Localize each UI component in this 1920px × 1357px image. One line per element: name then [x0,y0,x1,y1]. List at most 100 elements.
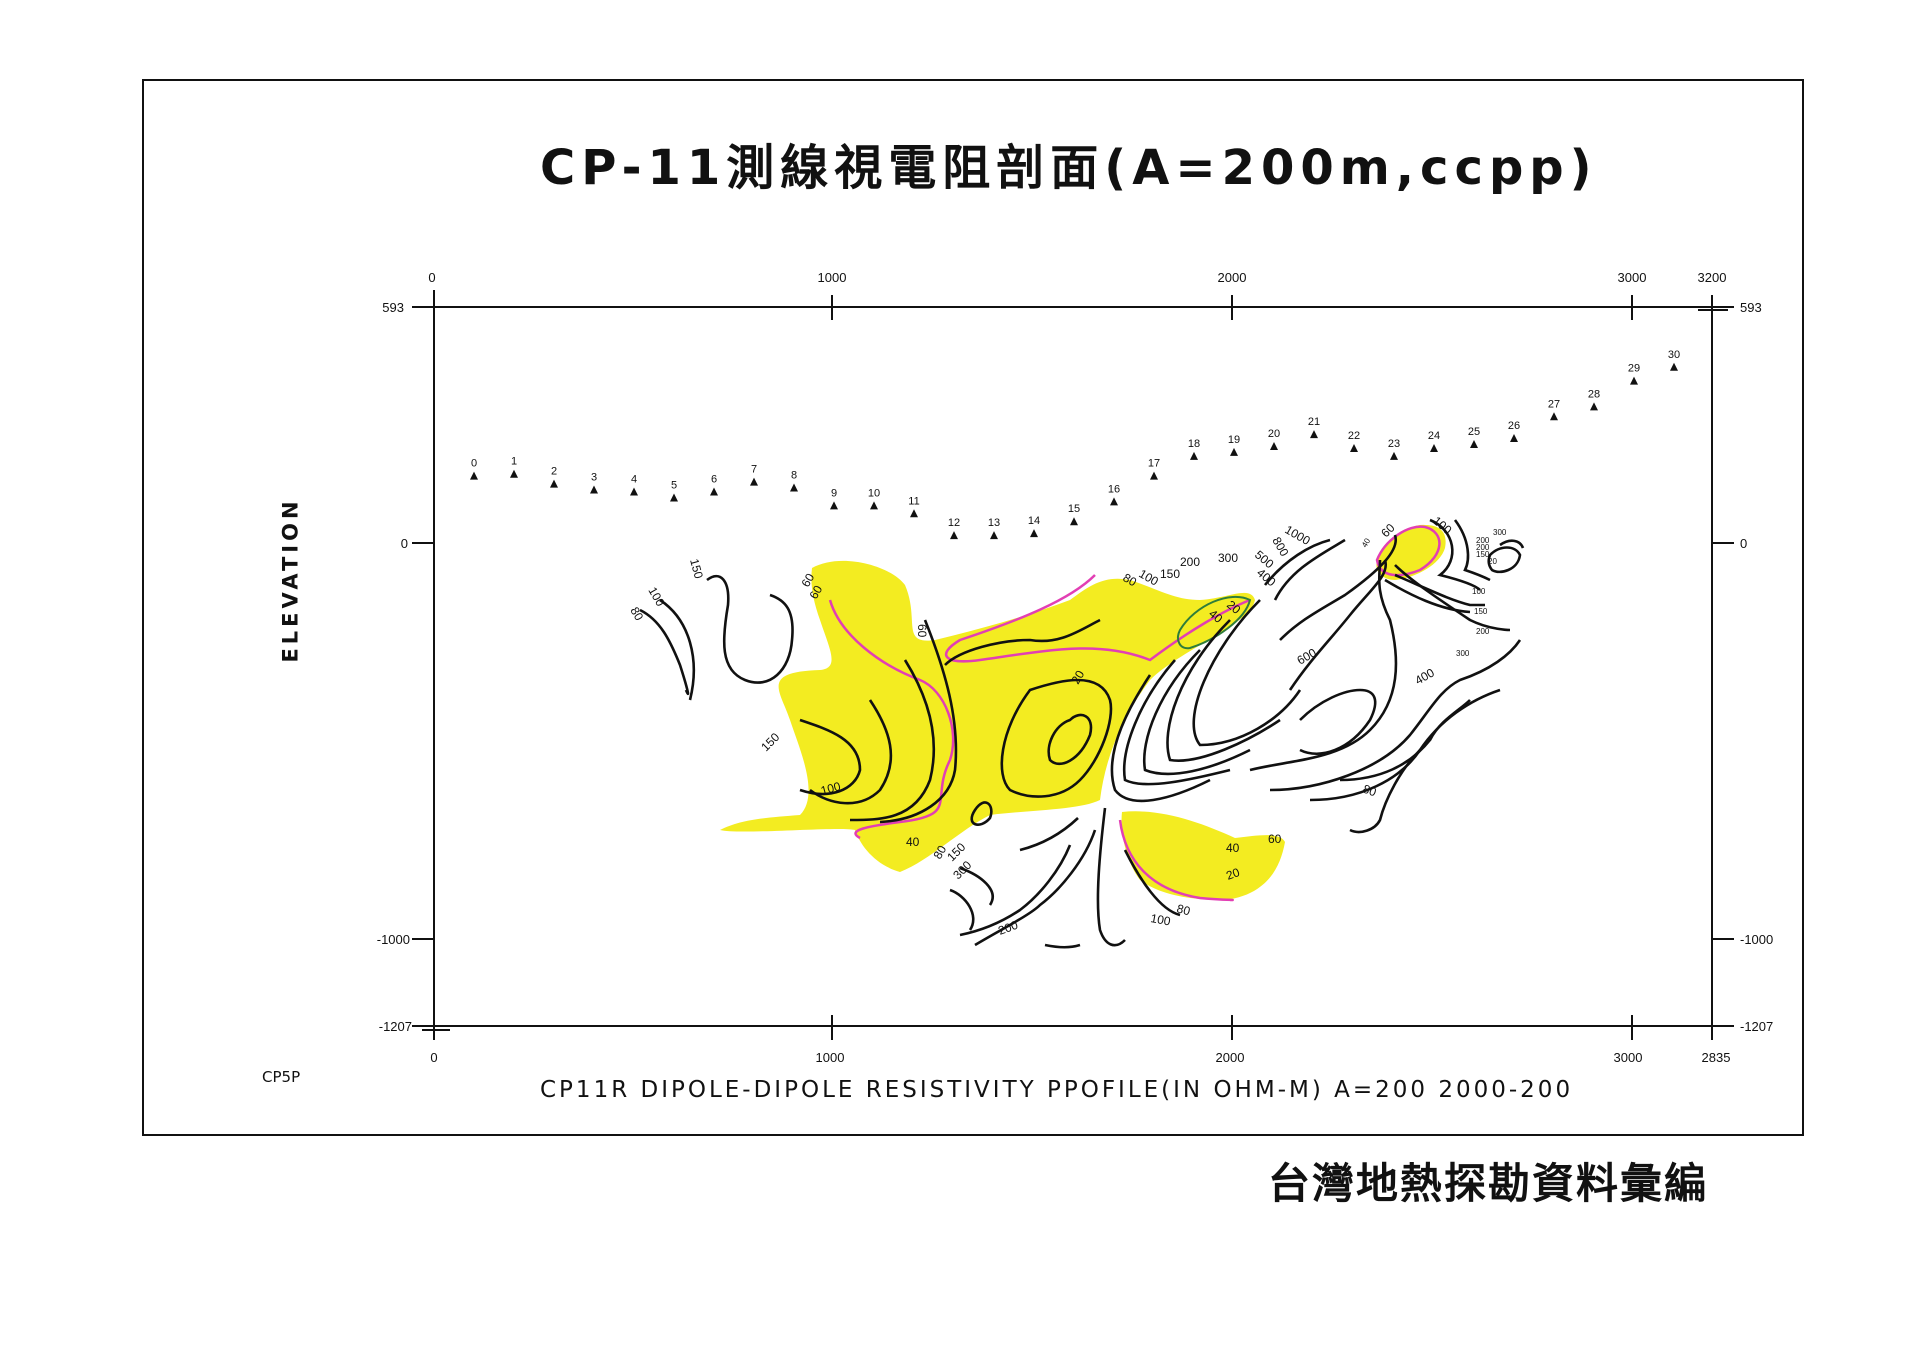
contour-label: 80 [1175,901,1192,918]
contour-label: 40 [1226,841,1240,855]
station-label: 6 [711,474,717,486]
contour-label: 80 [1361,782,1379,800]
upper-right-zone-boundary [1375,525,1441,577]
station-label: 7 [751,464,757,476]
profile-caption: CP11R DIPOLE-DIPOLE RESISTIVITY PPOFILE(… [540,1077,1574,1103]
right-tick--1000: -1000 [1740,932,1773,947]
axis-tick-labels: 0 1000 2000 3000 3200 0 1000 2000 3000 2… [377,270,1774,1065]
station-marker [950,531,958,540]
top-tick-2000: 2000 [1218,270,1247,285]
station-label: 17 [1148,458,1160,470]
contour-label: 800 [1269,535,1291,560]
station-marker [1190,451,1198,460]
station-marker [1390,451,1398,460]
contour-label: 40 [906,835,920,849]
station-marker [630,487,638,496]
station-label: 18 [1188,438,1200,450]
station-marker [1030,529,1038,538]
contour-label: 300 [1218,551,1238,565]
station-label: 19 [1228,434,1240,446]
station-marker [1150,471,1158,480]
station-label: 24 [1428,430,1440,442]
bottom-tick-2835: 2835 [1702,1050,1731,1065]
right-tick-0: 0 [1740,536,1747,551]
contour-label: 150 [687,557,706,580]
right-tick-593: 593 [1740,300,1762,315]
contour-label: 100 [1149,911,1171,928]
station-marker [990,531,998,540]
left-tick-0: 0 [401,536,408,551]
station-label: 9 [831,487,837,499]
station-label: 21 [1308,416,1320,428]
station-marker [750,477,758,486]
station-marker [470,471,478,480]
station-label: 10 [868,487,880,499]
station-marker [1510,434,1518,443]
contour-label: 20 [1224,865,1242,883]
station-marker [1110,497,1118,506]
station-marker [1670,362,1678,371]
contour-label: 150 [1476,550,1490,559]
contour-label: 20 [1488,557,1497,566]
section-title: CP-11測線視電阻剖面(A=200m,ccpp) [540,140,1598,196]
contour-label: 400 [1254,566,1279,590]
contour-label: 150 [1160,567,1180,581]
station-marker [830,501,838,510]
contour-label: 200 [1476,543,1490,552]
station-label: 5 [671,479,677,491]
axis-frame [412,290,1734,1040]
bottom-tick-2000: 2000 [1216,1050,1245,1065]
left-tick--1000: -1000 [377,932,410,947]
station-marker [1590,402,1598,411]
station-label: 3 [591,472,597,484]
station-marker [550,479,558,488]
station-marker [1230,447,1238,456]
top-tick-0: 0 [428,270,435,285]
station-marker [710,487,718,496]
lower-low-zone [1121,811,1285,900]
station-label: 14 [1028,515,1040,527]
top-tick-3000: 3000 [1618,270,1647,285]
station-marker [1270,441,1278,450]
station-label: 16 [1108,483,1120,495]
station-marker [790,483,798,492]
station-label: 28 [1588,388,1600,400]
station-label: 11 [908,495,919,507]
line-code-label: CP5P [262,1068,301,1086]
inner-40-contour [1177,595,1252,650]
contour-label: 200 [1476,536,1490,545]
contour-label: 300 [1493,528,1507,537]
contour-label: 80 [930,843,949,862]
station-marker [910,509,918,518]
contour-label: 60 [798,571,817,590]
map-frame [142,79,1804,1136]
station-label: 26 [1508,420,1520,432]
station-marker [1070,517,1078,526]
station-label: 30 [1668,349,1680,361]
station-marker [1350,443,1358,452]
station-label: 22 [1348,430,1360,442]
top-tick-3200: 3200 [1698,270,1727,285]
contour-label: 60 [806,583,825,602]
station-label: 25 [1468,426,1480,438]
contour-label: 40 [1360,536,1373,549]
contour-label: 80 [627,605,646,624]
station-label: 1 [511,456,517,468]
station-marker [670,493,678,502]
station-label: 4 [631,474,637,486]
contour-label: 100 [1472,587,1486,596]
main-zone-boundary-right [945,574,1251,663]
contour-label: 20 [1068,668,1087,687]
right-tick--1207: -1207 [1740,1019,1773,1034]
contour-label: 150 [758,730,782,754]
station-marker [1550,412,1558,421]
station-label: 20 [1268,428,1280,440]
contour-label: 100 [645,585,667,610]
contour-label: 80 [1121,570,1140,589]
bottom-tick-1000: 1000 [816,1050,845,1065]
station-label: 15 [1068,503,1080,515]
low-resistivity-zones [720,524,1446,902]
contour-label: 200 [1476,627,1490,636]
